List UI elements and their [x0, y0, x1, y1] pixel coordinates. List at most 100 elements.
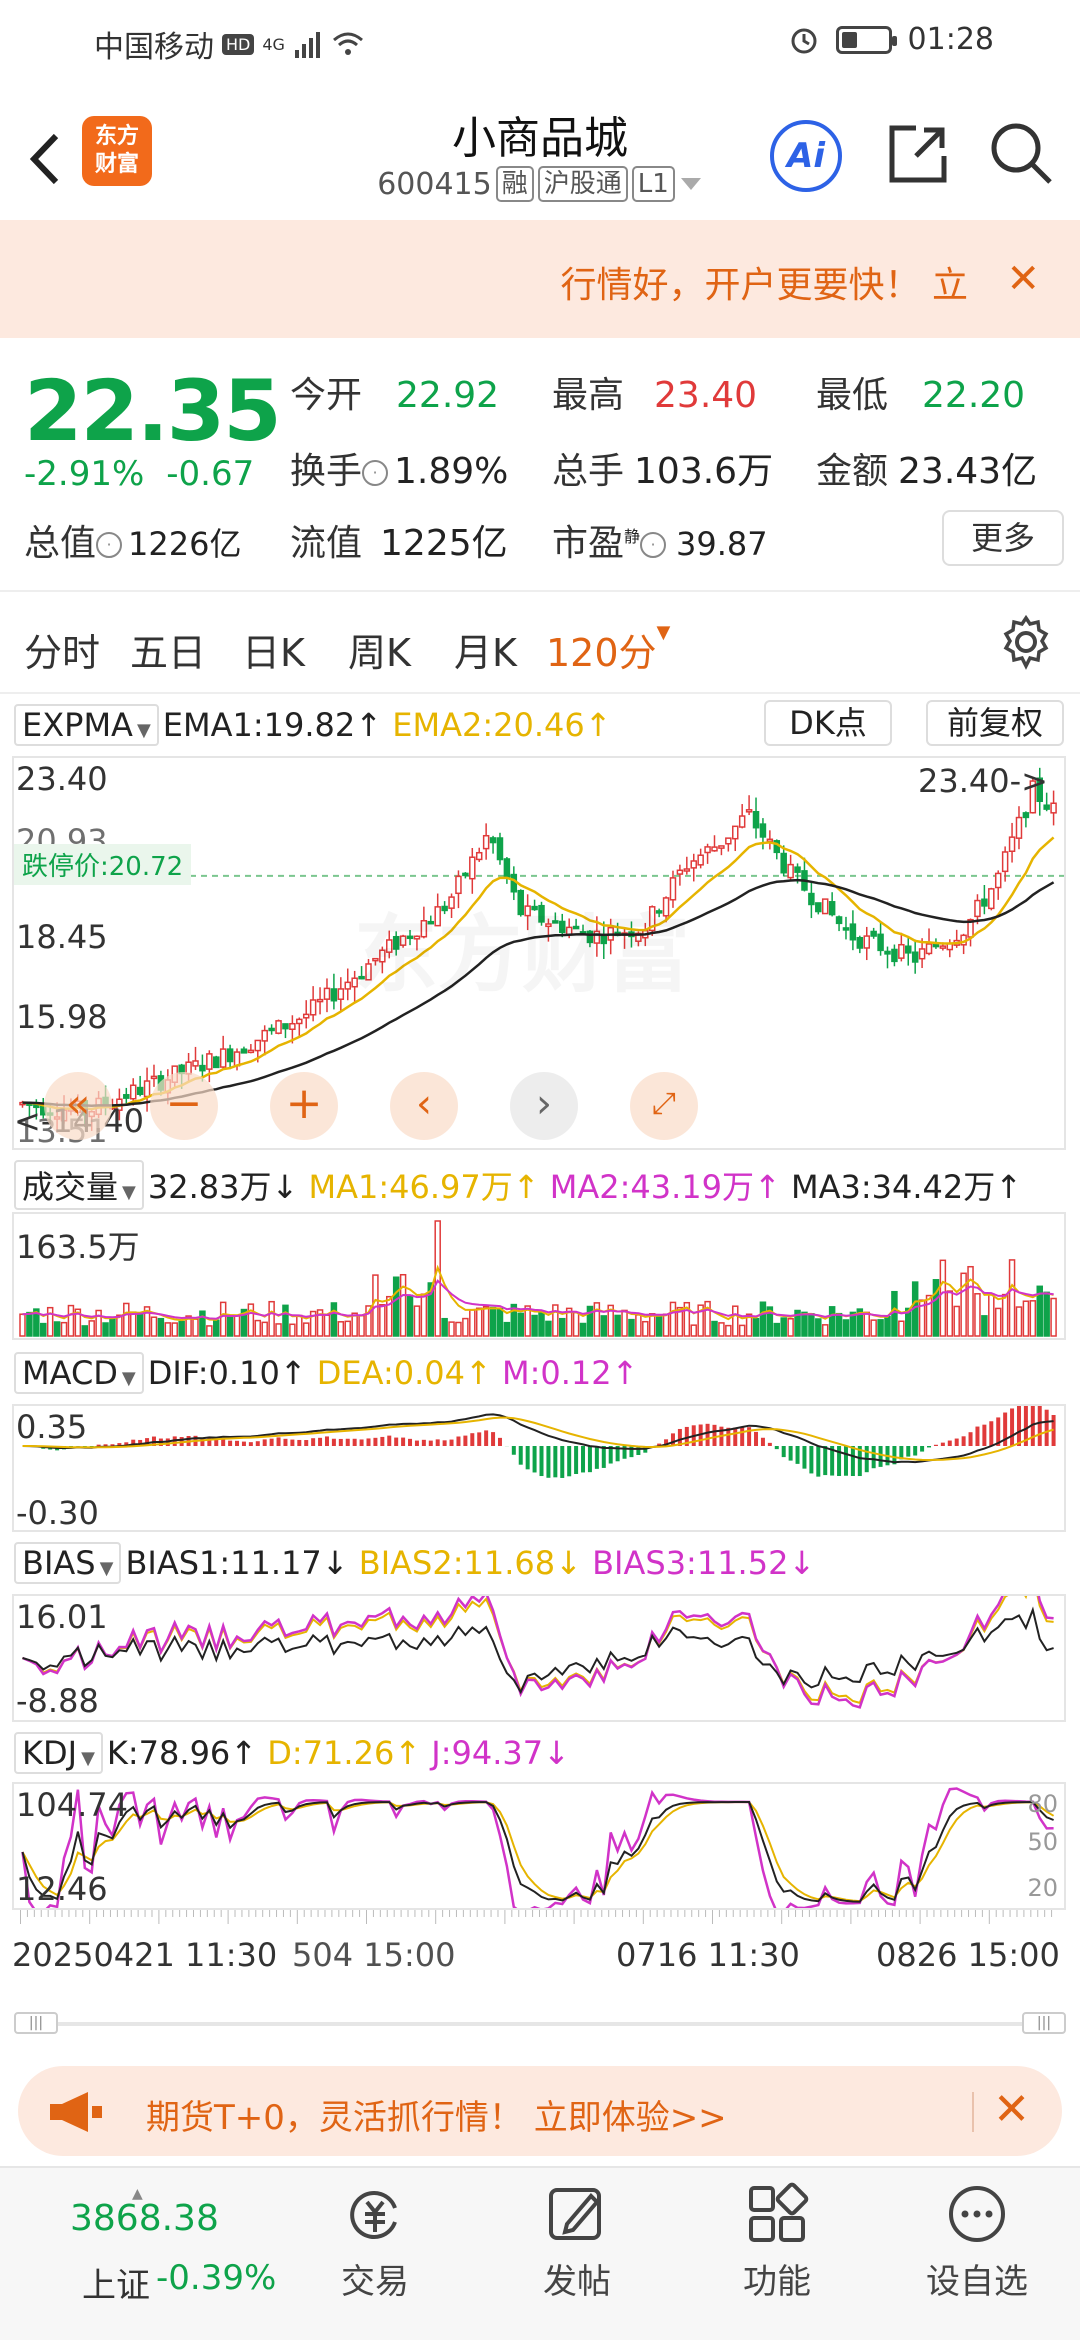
nav-watchlist[interactable]: 设自选	[902, 2182, 1052, 2303]
volume-bar	[559, 1317, 566, 1337]
tag-margin: 融	[495, 166, 534, 202]
volume-bar	[503, 1321, 511, 1337]
volume-bar	[849, 1311, 857, 1337]
volume-bar	[877, 1319, 884, 1337]
volume-chart[interactable]: 163.5万	[12, 1212, 1066, 1340]
gear-icon[interactable]	[998, 614, 1054, 670]
share-icon[interactable]	[886, 122, 950, 186]
status-bar: 中国移动 HD 4G 01:28	[0, 0, 1080, 86]
adjust-button[interactable]: 前复权	[926, 700, 1064, 746]
date-label-3: 0716 11:30	[616, 1936, 800, 1974]
info-icon[interactable]: ·	[640, 532, 667, 558]
candlestick-chart[interactable]: 23.40 20.93 18.45 15.98 13.51 跌停价:20.72 …	[12, 756, 1066, 1150]
stock-subtitle[interactable]: 600415 融 沪股通 L1	[0, 166, 1080, 202]
info-icon[interactable]: ·	[362, 460, 389, 486]
scroll-left-fast-icon[interactable]: «	[44, 1072, 112, 1140]
close-icon[interactable]: ✕	[1006, 256, 1040, 302]
volume-bar	[932, 1279, 940, 1337]
candle-body	[552, 920, 559, 924]
volume-bar	[462, 1317, 469, 1337]
high-row: 最高 23.40	[552, 366, 757, 418]
tab-intraday[interactable]: 分时	[24, 631, 101, 675]
volume-bar	[787, 1318, 794, 1337]
tab-daily[interactable]: 日K	[242, 631, 305, 675]
dk-point-button[interactable]: DK点	[764, 700, 892, 746]
float-row: 流值 1225亿	[290, 514, 508, 566]
ai-assistant-icon[interactable]: Ai	[770, 120, 842, 192]
back-arrow-icon[interactable]	[20, 126, 70, 192]
volume-bar	[330, 1302, 338, 1337]
volume-bar	[143, 1306, 151, 1337]
volume-bar	[1001, 1293, 1009, 1337]
kdj-chart[interactable]: 104.74 12.46 80 50 20	[12, 1782, 1066, 1910]
signal-icon	[294, 32, 320, 58]
info-icon[interactable]: ·	[96, 532, 123, 558]
volume-bar	[1022, 1300, 1030, 1337]
app-logo[interactable]: 东方 财富	[82, 116, 152, 186]
fullscreen-icon[interactable]: ⤢	[630, 1072, 698, 1140]
candle-body	[399, 935, 407, 946]
scroll-right-icon[interactable]: ›	[510, 1072, 578, 1140]
bias3-value: BIAS3:11.52	[592, 1544, 789, 1582]
more-button[interactable]: 更多	[942, 510, 1064, 566]
limit-down-label: 跌停价:20.72	[14, 844, 192, 885]
volume-selector[interactable]: 成交量 ▼	[14, 1160, 144, 1210]
last-price: 22.35	[24, 362, 282, 460]
candle-body	[586, 930, 594, 944]
account-promo-banner[interactable]: 行情好，开户更要快！ 立 ✕	[0, 220, 1080, 338]
kdj-level-80: 80	[1027, 1790, 1058, 1818]
volume-bar	[413, 1305, 421, 1337]
scroll-handle-left[interactable]: |||	[14, 2012, 58, 2034]
candle-body	[918, 948, 926, 960]
tab-120min[interactable]: 120分▼	[546, 622, 671, 675]
kdj-label: KDJ	[22, 1734, 78, 1772]
volume-bar	[648, 1313, 656, 1337]
zoom-out-icon[interactable]: −	[150, 1072, 218, 1140]
nav-post[interactable]: 发帖	[502, 2182, 652, 2303]
candle-body	[877, 933, 884, 952]
vol-ma2: MA2:43.19万	[549, 1168, 754, 1206]
candle-body	[365, 963, 372, 981]
kdj-selector[interactable]: KDJ ▼	[14, 1732, 103, 1774]
candle-body	[192, 1060, 199, 1067]
volume-bar	[1043, 1291, 1050, 1337]
volume-bar	[26, 1311, 33, 1337]
bias-selector[interactable]: BIAS ▼	[14, 1542, 122, 1584]
candle-body	[434, 906, 441, 927]
volume-bar	[614, 1314, 621, 1337]
candle-body	[247, 1049, 255, 1054]
tab-weekly[interactable]: 周K	[348, 631, 411, 675]
macd-chart[interactable]: 0.35 -0.30	[12, 1404, 1066, 1532]
scroll-handle-right[interactable]: |||	[1022, 2012, 1066, 2034]
nav-functions[interactable]: 功能	[702, 2182, 852, 2303]
bias-chart[interactable]: 16.01 -8.88	[12, 1594, 1066, 1722]
index-name: 上证	[82, 2266, 150, 2306]
volume-bar	[233, 1315, 241, 1337]
chart-scrollbar[interactable]: ||| |||	[14, 2008, 1066, 2036]
scroll-track[interactable]	[58, 2022, 1022, 2026]
functions-icon	[749, 2182, 809, 2242]
candle-body	[268, 1027, 275, 1032]
close-icon[interactable]: ✕	[993, 2084, 1030, 2135]
zoom-in-icon[interactable]: +	[270, 1072, 338, 1140]
dropdown-caret-icon[interactable]	[679, 176, 703, 192]
volume-bar	[219, 1301, 227, 1337]
candle-body	[704, 846, 711, 854]
tab-five-day[interactable]: 五日	[130, 631, 207, 675]
volume-bar	[586, 1305, 594, 1337]
candle-body	[870, 930, 877, 937]
candle-body	[676, 869, 684, 875]
y-label-3: 18.45	[16, 918, 108, 956]
tab-monthly[interactable]: 月K	[454, 631, 517, 675]
search-icon[interactable]	[988, 120, 1054, 186]
candle-body	[392, 935, 400, 950]
expma-selector[interactable]: EXPMA ▼	[14, 704, 159, 746]
volume-bar	[74, 1308, 82, 1337]
macd-selector[interactable]: MACD ▼	[14, 1352, 144, 1394]
amount-row: 金额 23.43亿	[816, 442, 1037, 494]
futures-ad-banner[interactable]: 期货T+0，灵活抓行情！ 立即体验>> ✕	[18, 2066, 1062, 2156]
volume-bar	[157, 1317, 165, 1337]
scroll-left-icon[interactable]: ‹	[390, 1072, 458, 1140]
ad-divider	[972, 2092, 974, 2132]
nav-trade[interactable]: 交易	[300, 2182, 450, 2303]
